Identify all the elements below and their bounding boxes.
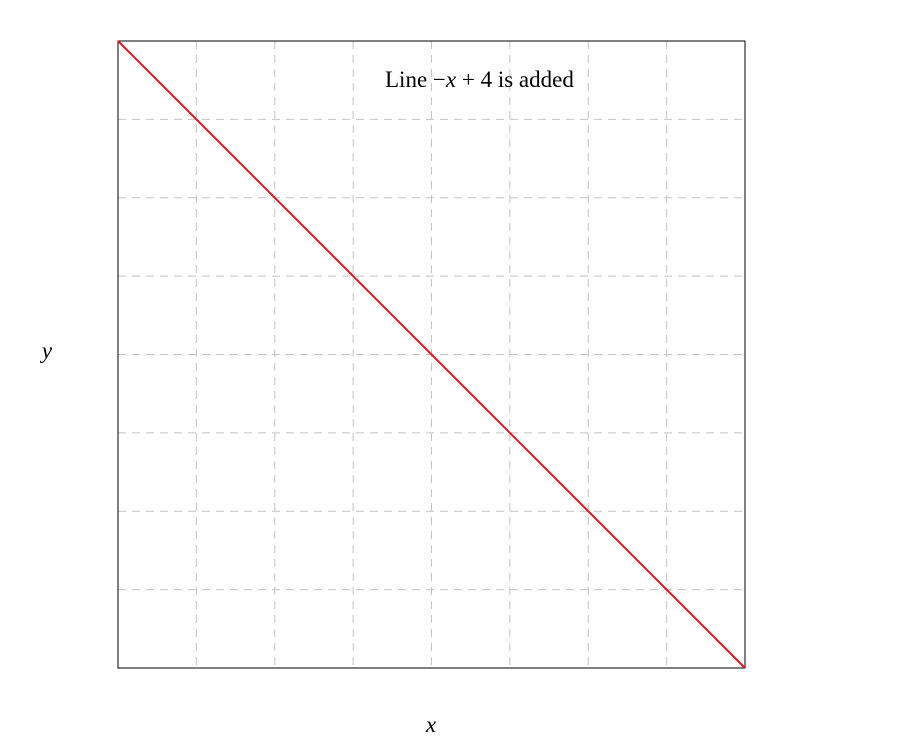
chart-annotation: Line −x + 4 is added <box>385 67 574 92</box>
grid-lines <box>118 41 745 668</box>
annotation-prefix: Line <box>385 67 433 92</box>
annotation-suffix: is added <box>492 67 574 92</box>
series-line-0 <box>117 40 746 669</box>
plot-frame <box>117 40 746 669</box>
y-axis-label: y <box>40 338 53 363</box>
annotation-constant: + 4 <box>456 67 492 92</box>
annotation-sign: − <box>433 67 446 92</box>
series-layer <box>117 40 746 669</box>
annotation-variable: x <box>445 67 457 92</box>
x-axis-label: x <box>425 712 437 737</box>
